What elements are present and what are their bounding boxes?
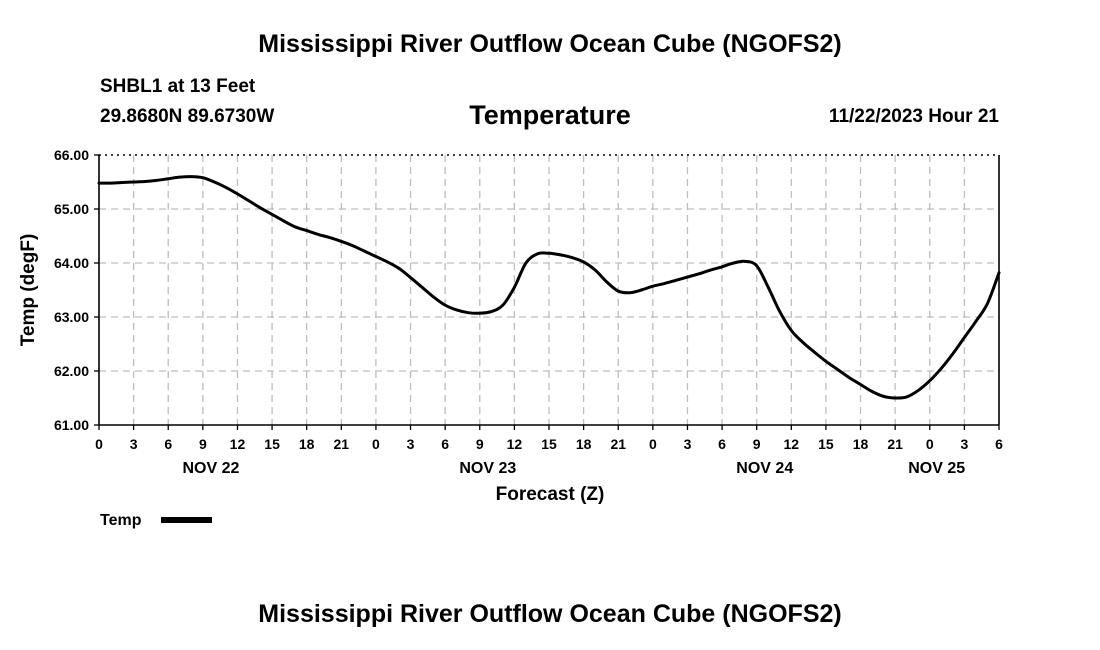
x-tick-label: 18 xyxy=(299,436,315,452)
station-coordinates: 29.8680N 89.6730W xyxy=(100,106,275,127)
grid xyxy=(99,154,999,425)
x-tick-label: 9 xyxy=(476,436,484,452)
y-axis-title: Temp (degF) xyxy=(18,234,39,347)
x-tick-label: 15 xyxy=(818,436,834,452)
legend-label: Temp xyxy=(100,512,142,529)
x-tick-label: 9 xyxy=(753,436,761,452)
x-tick-label: 12 xyxy=(230,436,246,452)
x-tick-label: 3 xyxy=(684,436,692,452)
footer-title: Mississippi River Outflow Ocean Cube (NG… xyxy=(258,600,842,628)
y-tick-label: 66.00 xyxy=(54,147,89,163)
temp-series-line xyxy=(97,175,1001,400)
x-tick-label: 15 xyxy=(541,436,557,452)
x-tick-label: 21 xyxy=(334,436,350,452)
y-tick-label: 64.00 xyxy=(54,255,89,271)
x-tick-label: 3 xyxy=(130,436,138,452)
x-tick-label: 0 xyxy=(372,436,380,452)
x-tick-label: 6 xyxy=(995,436,1003,452)
x-tick-label: 0 xyxy=(926,436,934,452)
y-tick-label: 63.00 xyxy=(54,309,89,325)
x-tick-label: 18 xyxy=(576,436,592,452)
x-tick-label: 21 xyxy=(610,436,626,452)
x-tick-label: 9 xyxy=(199,436,207,452)
x-tick-label: 12 xyxy=(507,436,523,452)
x-day-label: NOV 24 xyxy=(736,460,793,477)
x-tick-label: 6 xyxy=(718,436,726,452)
x-tick-label: 15 xyxy=(264,436,280,452)
y-tick-label: 65.00 xyxy=(54,201,89,217)
x-tick-label: 6 xyxy=(441,436,449,452)
x-tick-label: 0 xyxy=(649,436,657,452)
x-tick-label: 21 xyxy=(887,436,903,452)
main-title: Mississippi River Outflow Ocean Cube (NG… xyxy=(258,30,842,58)
forecast-timestamp: 11/22/2023 Hour 21 xyxy=(828,106,999,127)
x-day-label: NOV 25 xyxy=(908,460,965,477)
x-tick-label: 3 xyxy=(960,436,968,452)
x-tick-label: 18 xyxy=(853,436,869,452)
chart-title: Temperature xyxy=(469,100,631,130)
x-tick-label: 12 xyxy=(784,436,800,452)
y-tick-label: 62.00 xyxy=(54,363,89,379)
station-label: SHBL1 at 13 Feet xyxy=(100,76,256,97)
x-tick-label: 0 xyxy=(95,436,103,452)
x-day-label: NOV 22 xyxy=(182,460,239,477)
axis-ticks: 0 3 6 9 12 15 18 21 0 3 6 9 12 15 18 21 0 3 6 9 12 15 18 21 0 3 66… xyxy=(54,147,1003,477)
x-axis-title: Forecast (Z) xyxy=(496,484,605,505)
x-tick-label: 6 xyxy=(164,436,172,452)
x-day-label: NOV 23 xyxy=(459,460,516,477)
x-tick-label: 3 xyxy=(407,436,415,452)
y-tick-label: 61.00 xyxy=(54,417,89,433)
